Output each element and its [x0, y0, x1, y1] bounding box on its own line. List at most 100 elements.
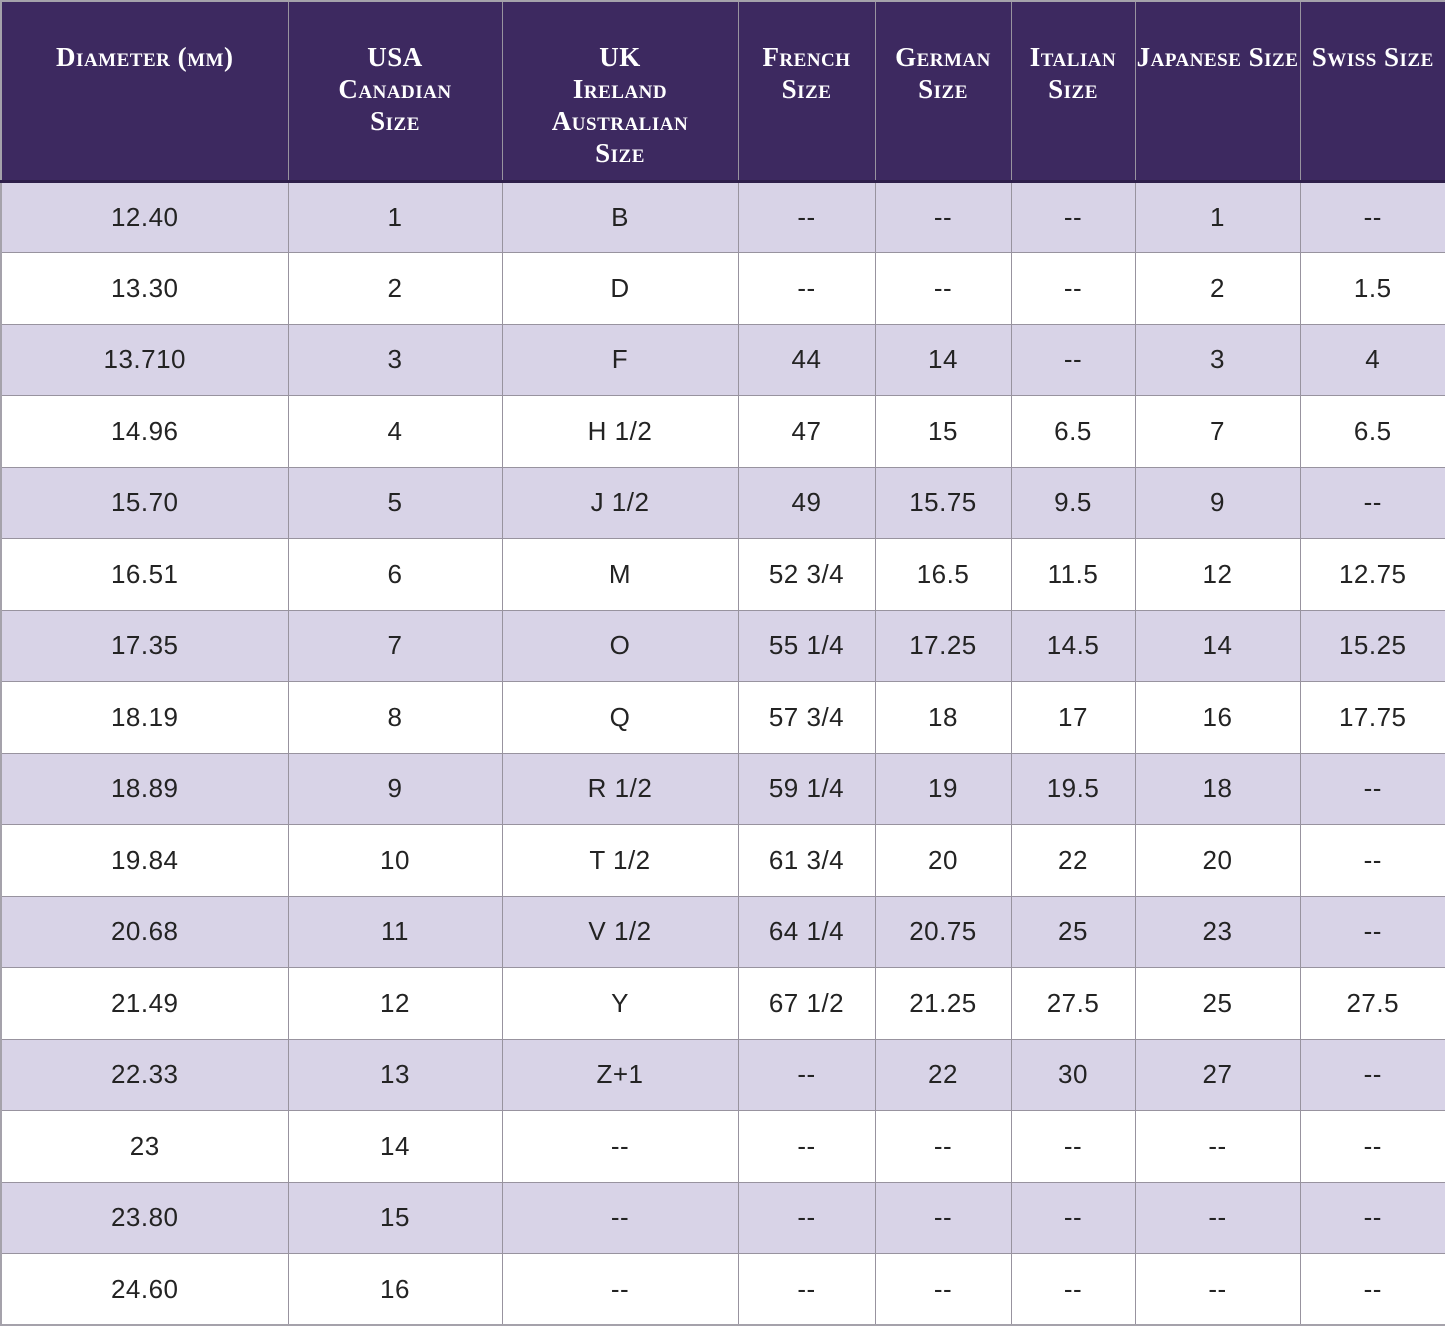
cell-diameter-mm: 19.84	[0, 824, 289, 897]
cell-japanese-size: 20	[1134, 824, 1301, 897]
cell-japanese-size: 9	[1134, 466, 1301, 539]
cell-uk: --	[501, 1110, 739, 1183]
cell-german: 21.25	[874, 967, 1012, 1040]
cell-diameter-mm: 24.60	[0, 1253, 289, 1326]
cell-french: 47	[737, 395, 876, 468]
cell-swiss-size: --	[1299, 1253, 1445, 1326]
cell-italian: 14.5	[1010, 609, 1136, 682]
cell-italian: 11.5	[1010, 538, 1136, 611]
cell-german: --	[874, 1253, 1012, 1326]
cell-uk: Z+1	[501, 1038, 739, 1111]
cell-french: 44	[737, 323, 876, 396]
cell-italian: 30	[1010, 1038, 1136, 1111]
cell-german: 18	[874, 681, 1012, 754]
cell-japanese-size: 16	[1134, 681, 1301, 754]
cell-diameter-mm: 16.51	[0, 538, 289, 611]
col-header-french: French Size	[737, 0, 876, 183]
cell-uk: F	[501, 323, 739, 396]
cell-french: 61 3/4	[737, 824, 876, 897]
cell-diameter-mm: 23	[0, 1110, 289, 1183]
cell-french: --	[737, 1038, 876, 1111]
cell-german: --	[874, 1181, 1012, 1254]
cell-japanese-size: 25	[1134, 967, 1301, 1040]
cell-usa: 9	[287, 752, 503, 825]
cell-japanese-size: 18	[1134, 752, 1301, 825]
cell-italian: 22	[1010, 824, 1136, 897]
cell-swiss-size: 27.5	[1299, 967, 1445, 1040]
cell-swiss-size: --	[1299, 466, 1445, 539]
col-header-german: German Size	[874, 0, 1012, 183]
table-row: 16.51 6 M 52 3/4 16.5 11.5 12 12.75	[0, 538, 1445, 611]
cell-uk: D	[501, 252, 739, 325]
cell-japanese-size: 2	[1134, 252, 1301, 325]
cell-german: 22	[874, 1038, 1012, 1111]
cell-italian: 9.5	[1010, 466, 1136, 539]
cell-swiss-size: 15.25	[1299, 609, 1445, 682]
table-row: 13.710 3 F 44 14 -- 3 4	[0, 323, 1445, 396]
col-header-swiss-size: Swiss Size	[1299, 0, 1445, 183]
cell-usa: 16	[287, 1253, 503, 1326]
cell-italian: 19.5	[1010, 752, 1136, 825]
cell-japanese-size: 14	[1134, 609, 1301, 682]
cell-diameter-mm: 13.30	[0, 252, 289, 325]
cell-uk: O	[501, 609, 739, 682]
table-row: 23.80 15 -- -- -- -- -- --	[0, 1181, 1445, 1254]
cell-swiss-size: 12.75	[1299, 538, 1445, 611]
cell-diameter-mm: 21.49	[0, 967, 289, 1040]
cell-french: --	[737, 1253, 876, 1326]
cell-uk: Q	[501, 681, 739, 754]
cell-german: 14	[874, 323, 1012, 396]
cell-usa: 12	[287, 967, 503, 1040]
cell-japanese-size: --	[1134, 1110, 1301, 1183]
table-row: 13.30 2 D -- -- -- 2 1.5	[0, 252, 1445, 325]
cell-uk: --	[501, 1253, 739, 1326]
col-header-diameter-mm: Diameter (mm)	[0, 0, 289, 183]
cell-uk: Y	[501, 967, 739, 1040]
cell-swiss-size: 6.5	[1299, 395, 1445, 468]
cell-diameter-mm: 18.89	[0, 752, 289, 825]
cell-italian: 6.5	[1010, 395, 1136, 468]
col-header-italian: Italian Size	[1010, 0, 1136, 183]
cell-french: 64 1/4	[737, 895, 876, 968]
cell-uk: H 1/2	[501, 395, 739, 468]
table-row: 18.19 8 Q 57 3/4 18 17 16 17.75	[0, 681, 1445, 754]
table-row: 19.84 10 T 1/2 61 3/4 20 22 20 --	[0, 824, 1445, 897]
table-row: 23 14 -- -- -- -- -- --	[0, 1110, 1445, 1183]
cell-uk: V 1/2	[501, 895, 739, 968]
cell-french: --	[737, 252, 876, 325]
cell-swiss-size: --	[1299, 752, 1445, 825]
cell-swiss-size: 4	[1299, 323, 1445, 396]
cell-usa: 14	[287, 1110, 503, 1183]
table-body: 12.40 1 B -- -- -- 1 -- 13.30 2 D -- -- -- 2 1.5 13.710 3…	[0, 180, 1445, 1326]
cell-italian: --	[1010, 1181, 1136, 1254]
cell-french: --	[737, 180, 876, 253]
cell-uk: M	[501, 538, 739, 611]
cell-german: 15	[874, 395, 1012, 468]
cell-italian: --	[1010, 1253, 1136, 1326]
table-row: 17.35 7 O 55 1/4 17.25 14.5 14 15.25	[0, 609, 1445, 682]
cell-usa: 2	[287, 252, 503, 325]
cell-diameter-mm: 14.96	[0, 395, 289, 468]
table-row: 15.70 5 J 1/2 49 15.75 9.5 9 --	[0, 466, 1445, 539]
cell-japanese-size: --	[1134, 1181, 1301, 1254]
cell-italian: --	[1010, 323, 1136, 396]
cell-diameter-mm: 18.19	[0, 681, 289, 754]
cell-usa: 13	[287, 1038, 503, 1111]
cell-uk: T 1/2	[501, 824, 739, 897]
cell-german: --	[874, 180, 1012, 253]
cell-german: 19	[874, 752, 1012, 825]
cell-german: 20	[874, 824, 1012, 897]
cell-italian: 27.5	[1010, 967, 1136, 1040]
cell-usa: 6	[287, 538, 503, 611]
cell-italian: --	[1010, 180, 1136, 253]
cell-diameter-mm: 15.70	[0, 466, 289, 539]
cell-german: 17.25	[874, 609, 1012, 682]
cell-german: 15.75	[874, 466, 1012, 539]
cell-german: 20.75	[874, 895, 1012, 968]
cell-japanese-size: 3	[1134, 323, 1301, 396]
cell-usa: 8	[287, 681, 503, 754]
cell-italian: 25	[1010, 895, 1136, 968]
cell-diameter-mm: 12.40	[0, 180, 289, 253]
cell-swiss-size: 17.75	[1299, 681, 1445, 754]
